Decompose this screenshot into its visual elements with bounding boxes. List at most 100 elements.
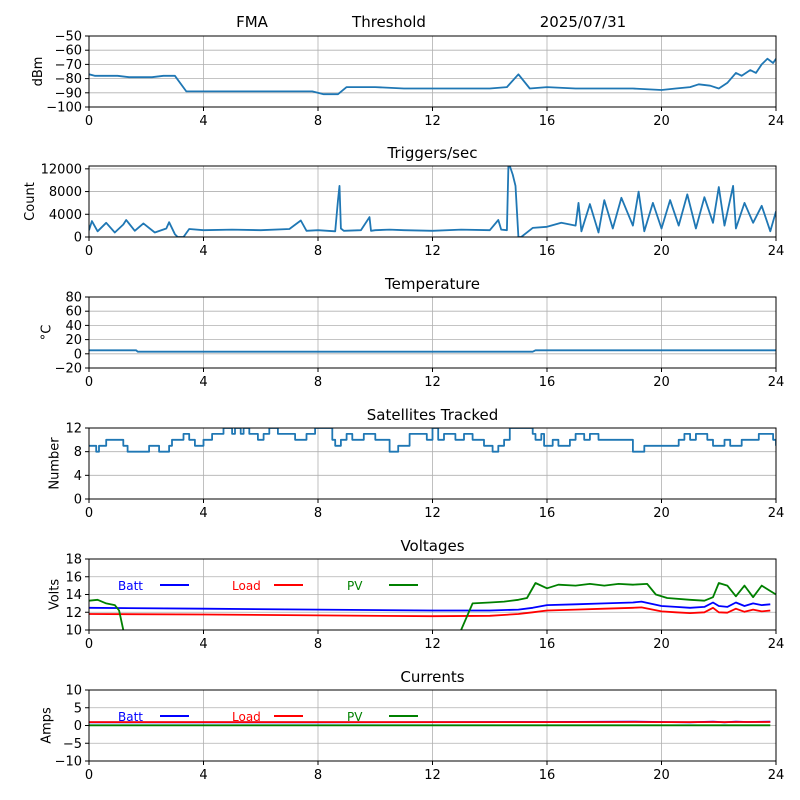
x-tick-label: 8: [314, 244, 322, 259]
panel-voltages: Voltages Batt Load PV 0 4 8 12 16 20 24 10 12 14 16 18V…: [48, 537, 785, 652]
x-tick-label: 0: [85, 244, 93, 259]
y-tick-label: −60: [55, 44, 82, 59]
legend-label-pv: PV: [347, 579, 363, 593]
series-line-load: [89, 606, 771, 618]
x-tick-label: 24: [768, 375, 785, 390]
y-tick-label: 0: [74, 719, 82, 734]
y-tick-label: 0: [74, 347, 82, 362]
x-tick-label: 20: [653, 244, 670, 259]
y-axis-label: °C: [39, 325, 54, 341]
panel-threshold: 0 4 8 12 16 20 24 −100−90−80−70−60−50 dBm: [31, 30, 784, 130]
x-tick-label: 4: [199, 768, 207, 783]
x-tick-label: 12: [424, 114, 441, 129]
y-tick-label: −100: [46, 101, 82, 116]
chart-title: Temperature: [384, 275, 480, 293]
x-tick-label: 8: [314, 637, 322, 652]
legend-label-batt: Batt: [118, 579, 143, 593]
figure-header: FMA Threshold 2025/07/31: [236, 13, 626, 31]
y-axis-label: dBm: [31, 57, 46, 87]
series-line-batt: [89, 600, 771, 612]
y-tick-label: 12000: [41, 162, 82, 177]
y-tick-label: 10: [65, 624, 82, 639]
y-tick-label: 20: [65, 333, 82, 348]
x-tick-label: 8: [314, 114, 322, 129]
y-axis-label: Volts: [48, 579, 63, 611]
chart-title: Currents: [400, 668, 464, 686]
x-tick-label: 8: [314, 375, 322, 390]
y-tick-label: −80: [55, 72, 82, 87]
y-tick-label: 0: [74, 231, 82, 246]
header-date: 2025/07/31: [540, 13, 626, 31]
x-tick-label: 16: [539, 114, 556, 129]
y-tick-label: 4: [74, 469, 82, 484]
x-tick-label: 8: [314, 506, 322, 521]
y-tick-label: 8000: [49, 185, 82, 200]
x-tick-label: 4: [199, 114, 207, 129]
y-tick-label: 12: [65, 422, 82, 437]
panel-triggers: Triggers/sec 0 4 8 12 16 20 24 0 4000 8000 12000Cou…: [23, 144, 784, 259]
y-tick-label: 18: [65, 553, 82, 568]
x-tick-label: 16: [539, 768, 556, 783]
x-tick-label: 0: [85, 375, 93, 390]
series-line-pv: [89, 582, 776, 630]
x-tick-label: 24: [768, 114, 785, 129]
chart-title: Voltages: [400, 537, 464, 555]
x-tick-label: 16: [539, 375, 556, 390]
x-tick-label: 0: [85, 637, 93, 652]
series-line-triggers: [89, 166, 776, 237]
x-tick-label: 8: [314, 768, 322, 783]
y-tick-label: 8: [74, 445, 82, 460]
x-tick-label: 24: [768, 244, 785, 259]
y-axis-label: Count: [23, 182, 38, 221]
y-tick-label: −50: [55, 30, 82, 45]
x-tick-label: 20: [653, 768, 670, 783]
chart-title: Satellites Tracked: [367, 406, 498, 424]
legend-label-pv: PV: [347, 710, 363, 724]
x-tick-label: 12: [424, 506, 441, 521]
x-tick-label: 4: [199, 637, 207, 652]
legend-label-batt: Batt: [118, 710, 143, 724]
x-tick-label: 20: [653, 506, 670, 521]
y-tick-label: 0: [74, 493, 82, 508]
x-tick-label: 24: [768, 637, 785, 652]
x-tick-label: 24: [768, 506, 785, 521]
panel-currents: Currents Batt Load PV 0 4 8 12 16 20 24 −10 −5 0 5 10 Am…: [39, 668, 784, 783]
x-tick-label: 16: [539, 244, 556, 259]
x-tick-label: 4: [199, 506, 207, 521]
y-tick-label: 14: [65, 588, 82, 603]
y-tick-label: −5: [63, 737, 82, 752]
y-axis-label: Number: [48, 437, 63, 490]
y-tick-label: 5: [74, 701, 82, 716]
x-tick-label: 0: [85, 114, 93, 129]
header-mode: Threshold: [351, 13, 426, 31]
y-tick-label: 4000: [49, 208, 82, 223]
x-tick-label: 16: [539, 506, 556, 521]
y-tick-label: −20: [55, 362, 82, 377]
chart-title: Triggers/sec: [387, 144, 478, 162]
y-tick-label: −10: [55, 755, 82, 770]
y-tick-label: 60: [65, 305, 82, 320]
y-tick-label: −90: [55, 86, 82, 101]
x-tick-label: 12: [424, 244, 441, 259]
legend-label-load: Load: [232, 710, 261, 724]
x-tick-label: 20: [653, 114, 670, 129]
y-tick-label: 10: [65, 684, 82, 699]
x-tick-label: 24: [768, 768, 785, 783]
x-tick-label: 16: [539, 637, 556, 652]
y-tick-label: 40: [65, 319, 82, 334]
legend-label-load: Load: [232, 579, 261, 593]
y-tick-label: 12: [65, 606, 82, 621]
y-tick-label: −70: [55, 58, 82, 73]
x-tick-label: 12: [424, 768, 441, 783]
x-tick-label: 20: [653, 637, 670, 652]
header-station: FMA: [236, 13, 269, 31]
x-tick-label: 12: [424, 637, 441, 652]
x-tick-label: 4: [199, 244, 207, 259]
y-tick-label: 16: [65, 570, 82, 585]
x-tick-label: 0: [85, 506, 93, 521]
x-tick-label: 4: [199, 375, 207, 390]
x-tick-label: 20: [653, 375, 670, 390]
